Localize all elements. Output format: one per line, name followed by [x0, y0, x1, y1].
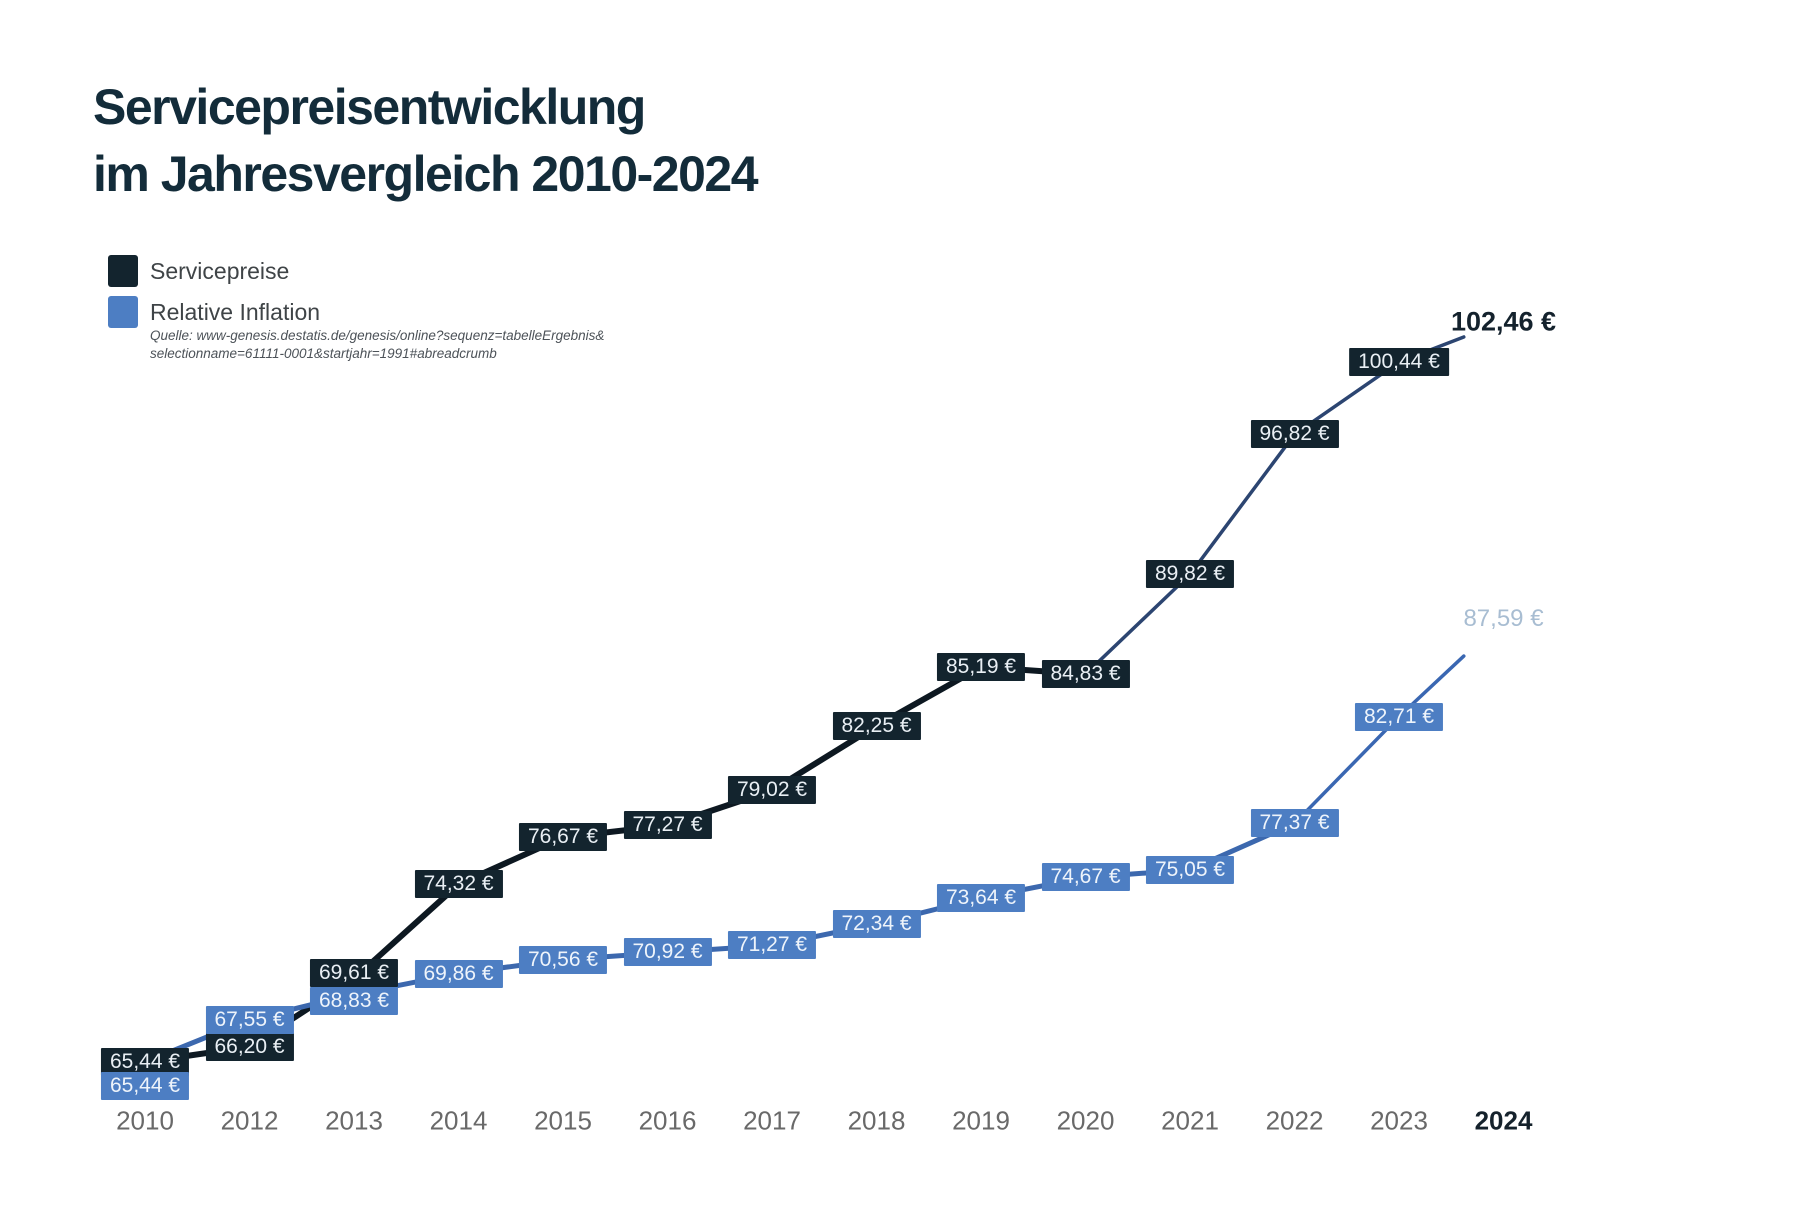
axis-label-2012: 2012 — [220, 1105, 279, 1136]
value-label-relative-inflation-2010: 65,44 € — [100, 1072, 190, 1100]
value-label-relative-inflation-2016: 70,92 € — [623, 938, 712, 967]
value-label-servicepreise-2016: 77,27 € — [623, 811, 712, 840]
legend-item-servicepreise: Servicepreise — [108, 255, 630, 287]
legend-swatch-relative-inflation — [108, 296, 138, 328]
value-label-servicepreise-2017: 79,02 € — [727, 776, 817, 805]
axis-label-2015: 2015 — [534, 1105, 592, 1136]
line-segment-servicepreise — [1083, 572, 1192, 676]
value-label-relative-inflation-2014: 69,86 € — [414, 959, 503, 988]
axis-label-2016: 2016 — [638, 1105, 697, 1136]
axis-label-2021: 2021 — [1161, 1105, 1219, 1136]
line-segment-relative-inflation — [1292, 714, 1401, 826]
value-label-servicepreise-2014: 74,32 € — [414, 870, 503, 899]
value-label-servicepreise-2023: 100,44 € — [1349, 348, 1449, 376]
axis-label-2020: 2020 — [1056, 1105, 1115, 1136]
legend-item-relative-inflation: Relative Inflation Quelle: www-genesis.d… — [108, 296, 630, 363]
axis-label-2017: 2017 — [743, 1105, 801, 1136]
axis-label-2013: 2013 — [325, 1105, 383, 1136]
axis-label-2023: 2023 — [1370, 1105, 1428, 1136]
value-label-relative-inflation-2015: 70,56 € — [518, 945, 608, 974]
value-label-servicepreise-2015: 76,67 € — [518, 823, 608, 852]
value-label-relative-inflation-2017: 71,27 € — [727, 931, 817, 960]
value-label-relative-inflation-2013: 68,83 € — [309, 987, 399, 1016]
legend-label-relative-inflation: Relative Inflation — [150, 299, 321, 325]
source-line-2: selectionname=61111-0001&startjahr=1991#… — [150, 345, 497, 361]
value-label-servicepreise-2020: 84,83 € — [1041, 660, 1130, 689]
value-label-servicepreise-2021: 89,82 € — [1145, 560, 1235, 589]
value-label-servicepreise-2022: 96,82 € — [1250, 420, 1339, 449]
value-label-relative-inflation-2012: 67,55 € — [205, 1005, 294, 1034]
data-source-note: Quelle: www-genesis.destatis.de/genesis/… — [150, 327, 630, 363]
axis-label-2018: 2018 — [847, 1105, 906, 1136]
title-line-1: Servicepreisentwicklung — [93, 78, 646, 135]
title-line-2: im Jahresvergleich 2010-2024 — [93, 145, 759, 202]
final-value-relative-inflation-2024: 87,59 € — [1463, 605, 1544, 632]
legend-label-servicepreise: Servicepreise — [150, 258, 290, 284]
legend-swatch-servicepreise — [108, 255, 138, 287]
value-label-servicepreise-2012: 66,20 € — [205, 1032, 294, 1061]
value-label-servicepreise-2018: 82,25 € — [832, 711, 921, 740]
value-label-servicepreise-2010: 65,44 € — [100, 1048, 190, 1076]
value-label-relative-inflation-2023: 82,71 € — [1354, 702, 1444, 731]
source-line-1: Quelle: www-genesis.destatis.de/genesis/… — [150, 328, 605, 344]
value-label-relative-inflation-2019: 73,64 € — [936, 884, 1026, 912]
value-label-relative-inflation-2022: 77,37 € — [1250, 809, 1339, 838]
final-value-servicepreise-2024: 102,46 € — [1450, 306, 1557, 337]
value-label-servicepreise-2013: 69,61 € — [309, 958, 399, 987]
legend: Servicepreise Relative Inflation Quelle:… — [108, 255, 630, 372]
line-segment-servicepreise — [1188, 432, 1297, 577]
axis-label-2014: 2014 — [429, 1105, 488, 1136]
value-label-servicepreise-2019: 85,19 € — [936, 653, 1026, 681]
axis-label-2010: 2010 — [116, 1105, 174, 1136]
value-label-relative-inflation-2018: 72,34 € — [832, 910, 921, 938]
axis-label-2022: 2022 — [1265, 1105, 1324, 1136]
axis-label-2019: 2019 — [952, 1105, 1010, 1136]
page-title: Servicepreisentwicklung im Jahresvergleic… — [93, 74, 759, 208]
value-label-relative-inflation-2021: 75,05 € — [1145, 855, 1235, 884]
value-label-relative-inflation-2020: 74,67 € — [1041, 863, 1130, 892]
axis-label-2024: 2024 — [1474, 1105, 1533, 1136]
